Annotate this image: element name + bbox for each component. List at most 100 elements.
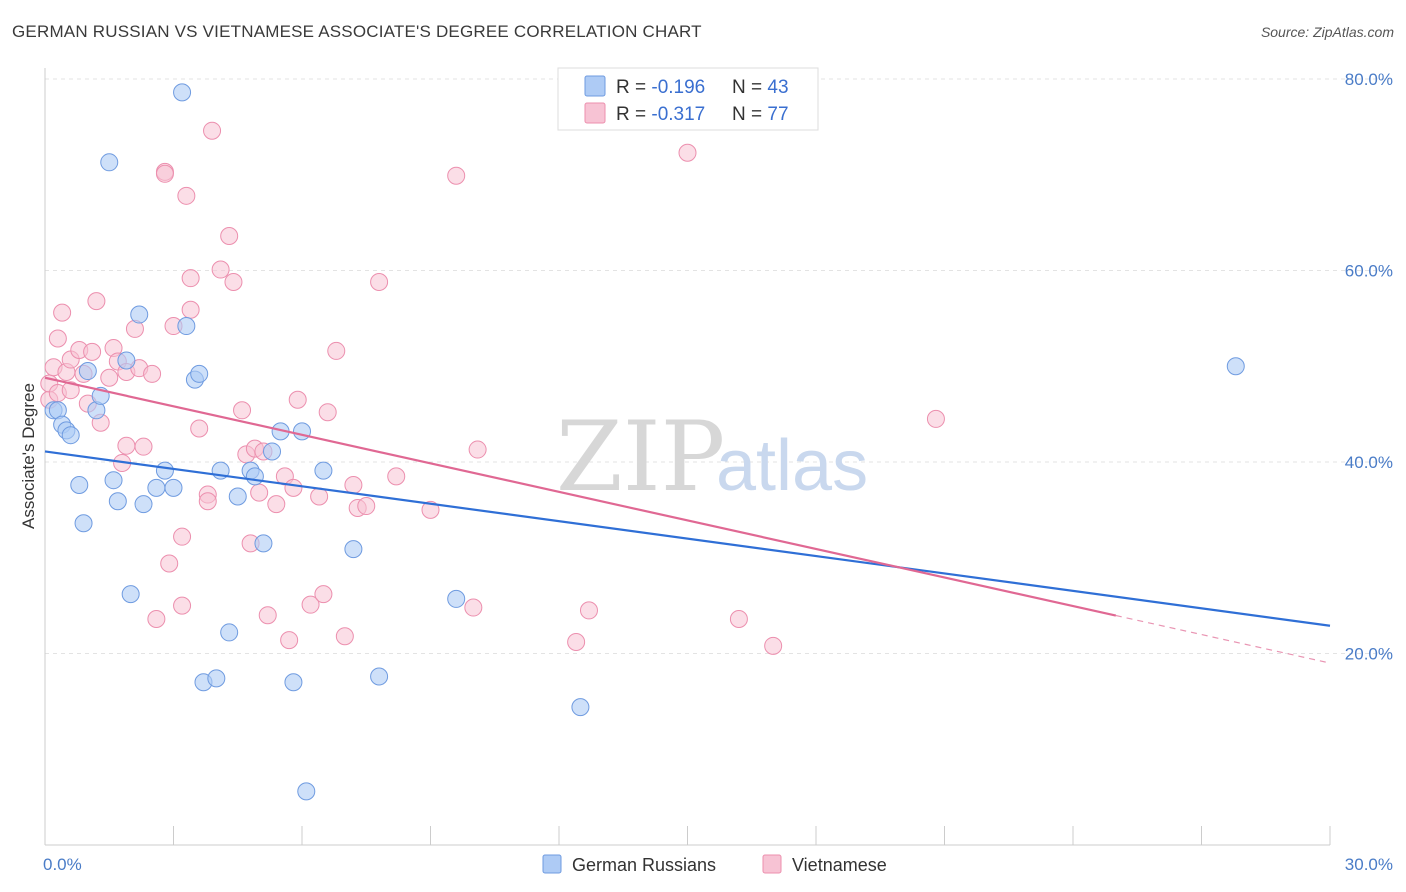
- vietnamese-point: [258, 606, 277, 625]
- vietnamese-points: [40, 121, 945, 655]
- vietnamese-point: [370, 272, 389, 291]
- y-tick-label: 60.0%: [1345, 262, 1393, 281]
- vietnamese-point: [48, 329, 67, 348]
- legend-n-value-2: 77: [767, 104, 788, 125]
- trend-lines: [44, 376, 1331, 664]
- series-legend-swatch-blue: [542, 854, 562, 874]
- german-russian-point: [245, 467, 264, 486]
- legend-r-value-1: -0.196: [651, 77, 705, 98]
- watermark: ZIP atlas: [556, 401, 868, 513]
- german-russian-point: [164, 478, 183, 497]
- german-russian-points: [44, 83, 1245, 801]
- german-russian-point: [344, 540, 363, 559]
- vietnamese-point: [177, 186, 196, 205]
- german-russian-point: [297, 782, 316, 801]
- vietnamese-trend-line: [44, 376, 1117, 617]
- vietnamese-trend-line-extension: [1115, 614, 1331, 664]
- german-russian-point: [130, 305, 149, 324]
- axes: [44, 68, 1331, 846]
- german-russian-point: [263, 442, 282, 461]
- vietnamese-point: [117, 436, 136, 455]
- german-russian-point: [121, 585, 140, 604]
- vietnamese-point: [678, 143, 697, 162]
- vietnamese-point: [314, 585, 333, 604]
- german-russian-point: [1226, 357, 1245, 376]
- vietnamese-point: [181, 269, 200, 288]
- source-label: Source: ZipAtlas.com: [1260, 24, 1394, 40]
- german-russian-point: [293, 422, 311, 441]
- vietnamese-point: [267, 495, 286, 514]
- vietnamese-point: [100, 368, 119, 387]
- german-russian-point: [100, 153, 119, 172]
- german-russian-point: [78, 362, 97, 381]
- vietnamese-point: [181, 300, 200, 319]
- chart-title: GERMAN RUSSIAN VS VIETNAMESE ASSOCIATE'S…: [12, 22, 702, 41]
- vietnamese-point: [53, 303, 72, 322]
- vietnamese-point: [468, 440, 487, 459]
- x-tick-label: 0.0%: [43, 855, 82, 874]
- german-russian-point: [228, 487, 247, 506]
- vietnamese-point: [421, 500, 440, 519]
- german-russian-point: [254, 534, 273, 553]
- series-legend-label-1: German Russians: [572, 855, 716, 875]
- legend-r-label-2: R = -0.317: [616, 104, 705, 125]
- german-russian-point: [314, 461, 333, 480]
- vietnamese-point: [729, 610, 748, 629]
- vietnamese-point: [926, 409, 945, 428]
- german-russian-point: [155, 461, 174, 480]
- vietnamese-point: [318, 403, 337, 422]
- vietnamese-point: [87, 292, 106, 311]
- legend-swatch-blue: [584, 75, 606, 97]
- vietnamese-point: [147, 610, 166, 629]
- x-tick-labels: 0.0% 30.0%: [43, 855, 1393, 874]
- legend-n-label-2: N = 77: [732, 104, 789, 125]
- watermark-atlas: atlas: [716, 426, 868, 506]
- german-russian-point: [571, 698, 590, 717]
- vietnamese-point: [250, 483, 269, 502]
- x-tick-label: 30.0%: [1345, 855, 1393, 874]
- vietnamese-point: [344, 475, 363, 494]
- watermark-zip: ZIP: [556, 401, 725, 513]
- german-russian-point: [177, 317, 196, 336]
- german-russian-point: [447, 589, 466, 608]
- legend-r-label-1: R = -0.196: [616, 77, 705, 98]
- vietnamese-point: [211, 260, 230, 279]
- german-russian-point: [173, 83, 192, 102]
- german-russian-point: [134, 495, 153, 514]
- german-russian-point: [370, 667, 389, 686]
- vietnamese-point: [327, 341, 346, 360]
- vietnamese-point: [447, 166, 466, 185]
- vietnamese-point: [190, 419, 209, 438]
- german-russian-point: [61, 426, 80, 445]
- vietnamese-point: [173, 527, 192, 546]
- vietnamese-point: [335, 627, 354, 646]
- german-russian-point: [190, 364, 209, 383]
- german-russian-point: [74, 514, 93, 533]
- german-russian-point: [220, 623, 239, 642]
- y-axis-label: Associate's Degree: [19, 383, 38, 529]
- vietnamese-point: [143, 364, 162, 383]
- y-tick-labels: 20.0% 40.0% 60.0% 80.0%: [1345, 70, 1393, 664]
- legend-n-value-1: 43: [767, 77, 788, 98]
- vietnamese-point: [220, 227, 239, 246]
- vietnamese-point: [198, 492, 217, 511]
- y-tick-label: 80.0%: [1345, 70, 1393, 89]
- vietnamese-point: [173, 596, 192, 615]
- stats-legend: R = -0.196 N = 43 R = -0.317 N = 77: [557, 67, 819, 131]
- legend-n-label-1: N = 43: [732, 77, 789, 98]
- vietnamese-point: [567, 633, 586, 652]
- german-russian-point: [284, 673, 303, 692]
- grid-lines: [45, 78, 1392, 654]
- german-russian-point: [117, 351, 136, 370]
- vietnamese-point: [284, 478, 303, 497]
- vietnamese-point: [464, 598, 483, 617]
- vietnamese-point: [134, 437, 153, 456]
- vietnamese-point: [764, 636, 783, 655]
- vietnamese-point: [160, 554, 179, 573]
- vietnamese-point: [224, 272, 243, 291]
- vietnamese-point: [280, 631, 299, 650]
- vietnamese-point: [357, 497, 376, 516]
- vietnamese-point: [301, 595, 320, 614]
- german-russian-point: [70, 475, 89, 494]
